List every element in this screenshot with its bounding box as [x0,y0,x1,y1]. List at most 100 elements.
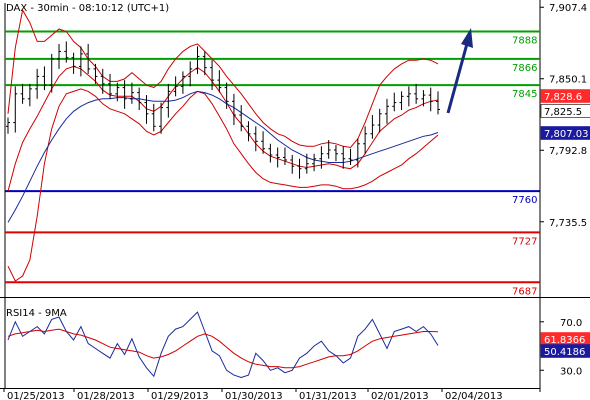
price-bar [421,90,426,107]
price-tag-1: 7,825.5 [540,104,590,118]
level-label-7687: 7687 [512,286,537,297]
price-bar [297,158,302,179]
price-bar [348,148,353,165]
price-bar [78,46,83,77]
price-bar [268,143,273,163]
price-bar [341,146,346,169]
price-bar [304,153,309,174]
price-bar [108,73,113,99]
price-bar [355,138,360,168]
price-tag-0-label: 7,828.6 [544,92,582,103]
price-bar [319,146,324,169]
date-tick-label: 01/31/2013 [299,391,357,400]
price-bar [217,70,222,93]
level-label-7760: 7760 [512,195,537,206]
price-bar [180,71,185,94]
price-bar [173,76,178,97]
price-bar [275,147,280,168]
price-bar [122,80,127,109]
price-bar [210,60,215,91]
bollinger-upper-line [7,8,439,149]
price-bar [239,105,244,132]
price-bar [93,63,98,84]
rsi-tag-1-label: 50.4186 [544,347,585,358]
price-bar [392,92,397,112]
price-bar [115,82,120,102]
price-panel [0,0,590,392]
bollinger-lower-line [7,88,439,282]
date-tick-label: 02/04/2013 [445,391,503,400]
price-bar [224,82,229,109]
price-bar [49,53,54,93]
price-tag-1-box [540,104,590,118]
price-bar [406,86,411,107]
trend-arrow [446,28,473,114]
price-tags: 7,828.6 7,825.5 7,807.03 [540,89,590,140]
price-bar [27,83,32,107]
price-bar [129,82,134,104]
price-bar [290,154,295,174]
price-bar [188,61,193,87]
price-bar [100,68,105,94]
price-bar [195,46,200,74]
price-bar [282,147,287,165]
level-label-7845: 7845 [512,89,537,100]
rsi-title: RSI14 - 9MA [6,308,67,319]
price-bar [312,153,317,172]
rsi-9ma-line [7,328,439,369]
price-bar [166,83,171,118]
chart-title: DAX - 30min - 08:10:12 (UTC+1) [6,3,169,14]
price-bar [326,140,331,159]
price-bar [399,91,404,111]
price-tag-2-box [540,126,590,140]
price-bar [414,83,419,104]
price-bar [363,126,368,154]
date-tick-label: 02/01/2013 [371,391,429,400]
date-tick-label: 01/28/2013 [77,391,135,400]
date-tick-label: 01/29/2013 [151,391,209,400]
price-bar [20,83,25,104]
trend-arrow-head [461,28,473,48]
moving-average-line [7,90,439,223]
price-bar [377,108,382,133]
price-bar [231,93,236,126]
bollinger-middle-line [7,65,439,192]
price-tag-2: 7,807.03 [540,126,590,140]
price-bar [6,117,10,134]
price-bar [35,68,40,99]
rsi-tick-label: 70.0 [560,318,582,329]
rsi-tag-0-label: 61.8366 [544,335,585,346]
price-bar [333,145,338,162]
rsi-tag-1: 50.4186 [540,344,590,358]
rsi-panel: RSI14 - 9MA [0,298,540,389]
price-tag-1-label: 7,825.5 [544,107,582,118]
price-tick-label: 7,792.8 [549,146,587,157]
price-candles [6,41,440,179]
price-bar [71,52,76,74]
price-bar [253,126,258,152]
date-tick-label: 01/30/2013 [225,391,283,400]
level-label-7888: 7888 [512,35,537,46]
price-bar [384,98,389,124]
price-bar [202,51,207,76]
price-bar [436,91,440,115]
price-bar [151,103,156,132]
date-tick-label: 01/25/2013 [7,391,65,400]
level-lines: 7888 7866 7845 7760 7727 7687 [5,30,540,297]
rsi-tag-1-box [540,344,590,358]
rsi-lines [7,311,439,379]
rsi-tag-0: 61.8366 [540,332,590,346]
price-bar [246,121,251,142]
price-bar [428,87,433,112]
price-tick-label: 7,735.5 [549,218,587,229]
time-axis-ticks: 01/25/2013 01/28/2013 01/29/2013 01/30/2013… [3,388,503,400]
price-tick-label: 7,850.1 [549,75,587,86]
price-bar [57,43,62,69]
price-bar [13,86,18,133]
level-label-7727: 7727 [512,236,537,247]
price-bar [64,41,69,63]
price-bar [137,87,142,111]
